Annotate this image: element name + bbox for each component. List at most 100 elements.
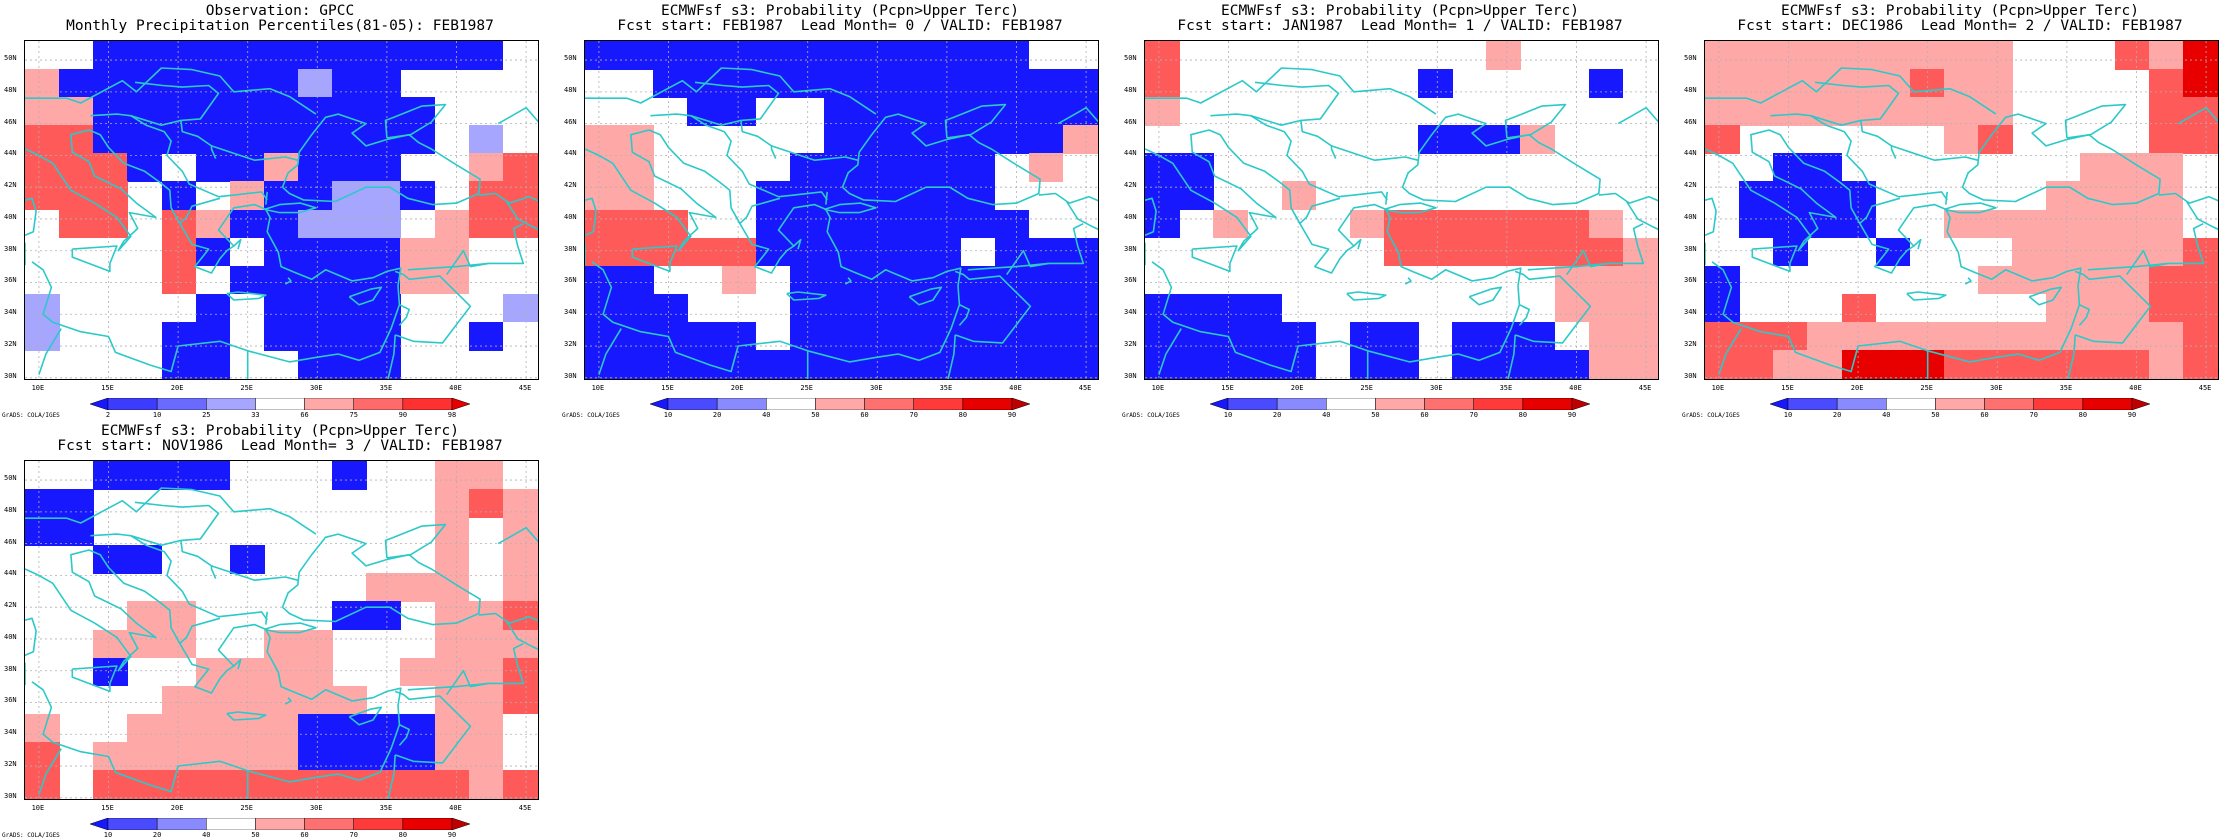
grid-cell xyxy=(994,41,1030,70)
map-area xyxy=(24,460,539,800)
grid-cell xyxy=(994,265,1030,295)
lat-label: 44N xyxy=(1684,149,1697,158)
grid-cell xyxy=(1062,265,1098,295)
grid-cell xyxy=(161,41,197,70)
lon-label: 20E xyxy=(170,384,184,392)
grid-cell xyxy=(2046,237,2082,267)
lon-label: 30E xyxy=(309,384,323,392)
grid-cell xyxy=(2114,209,2150,239)
grid-cell xyxy=(1773,153,1808,182)
grid-cell xyxy=(229,657,265,687)
grid-cell xyxy=(1554,265,1590,295)
lon-label: 40E xyxy=(449,384,462,392)
grid-cell xyxy=(59,153,94,182)
grid-cell xyxy=(1028,237,1064,267)
lat-label: 42N xyxy=(1684,181,1697,190)
grid-cell xyxy=(1062,293,1098,323)
colorbar-tick: 66 xyxy=(300,411,309,419)
grid-cell xyxy=(1486,237,1522,267)
grid-cell xyxy=(298,713,333,743)
grid-cell xyxy=(1978,349,2013,379)
grid-cell xyxy=(1520,237,1556,267)
grid-cell xyxy=(366,237,402,267)
panel-title: ECMWFsf s3: Probability (Pcpn>Upper Terc… xyxy=(661,3,1019,19)
grid-cell xyxy=(1978,209,2013,239)
grid-cell xyxy=(263,629,299,659)
panel-title: ECMWFsf s3: Probability (Pcpn>Upper Terc… xyxy=(101,423,459,439)
grid-cell xyxy=(1281,181,1317,211)
grid-cell xyxy=(298,209,333,239)
grid-cell xyxy=(619,293,654,323)
panel-title: Observation: GPCC xyxy=(205,3,355,19)
grid-cell xyxy=(434,573,470,602)
grid-cell xyxy=(332,713,367,743)
lon-label: 30E xyxy=(1989,384,2003,392)
grid-cell xyxy=(1841,293,1877,323)
lat-label: 38N xyxy=(564,244,577,253)
grid-cell xyxy=(332,237,367,267)
grid-cell xyxy=(263,769,299,799)
grid-cell xyxy=(823,97,859,126)
lat-label: 36N xyxy=(4,696,17,705)
grid-cell xyxy=(229,125,265,154)
grid-cell xyxy=(619,41,654,70)
grid-cell xyxy=(585,41,620,70)
grid-cell xyxy=(195,349,231,379)
grid-cell xyxy=(1028,97,1064,126)
grid-cell xyxy=(25,489,60,518)
lat-label: 34N xyxy=(4,308,17,317)
grid-cell xyxy=(1739,41,1774,70)
grid-cell xyxy=(127,97,163,126)
lon-label: 40E xyxy=(2129,384,2142,392)
grid-cell xyxy=(1452,209,1487,239)
colorbar xyxy=(650,398,1030,410)
grid-cell xyxy=(858,293,893,323)
colorbar-tick: 90 xyxy=(398,411,408,419)
grid-cell xyxy=(585,293,620,323)
grid-cell xyxy=(468,41,504,70)
colorbar-tick: 10 xyxy=(103,831,113,839)
grid-cell xyxy=(1145,293,1180,323)
grid-cell xyxy=(2114,41,2150,70)
grid-cell xyxy=(1807,41,1843,70)
grid-cell xyxy=(400,237,436,267)
lat-label: 30N xyxy=(1684,371,1697,380)
grid-cell xyxy=(926,125,962,154)
grid-cell xyxy=(755,349,791,379)
grid-cell xyxy=(366,125,402,154)
grid-cell xyxy=(1028,125,1064,154)
grid-cell xyxy=(161,713,197,743)
grid-cell xyxy=(2182,69,2218,98)
grid-cell xyxy=(960,265,996,295)
grid-cell xyxy=(1418,237,1453,267)
grid-cell xyxy=(502,769,538,799)
grid-cell xyxy=(789,209,825,239)
lat-label: 36N xyxy=(1684,276,1697,285)
grid-cell xyxy=(229,209,265,239)
lat-label: 34N xyxy=(564,308,577,317)
lat-label: 48N xyxy=(4,85,17,94)
grid-cell xyxy=(332,125,367,154)
grid-cell xyxy=(400,265,436,295)
grid-cell xyxy=(1807,97,1843,126)
grid-cell xyxy=(59,209,94,239)
grid-cell xyxy=(892,41,927,70)
lat-label: 30N xyxy=(4,371,17,380)
lat-label: 50N xyxy=(1684,54,1697,63)
grid-cell xyxy=(298,293,333,323)
panel-subtitle: Fcst start: FEB1987 Lead Month= 0 / VALI… xyxy=(617,18,1063,34)
grid-cell xyxy=(926,97,962,126)
lat-label: 34N xyxy=(1124,308,1137,317)
grid-cell xyxy=(1486,41,1522,70)
lon-label: 45E xyxy=(518,384,532,392)
grid-cell xyxy=(468,489,504,518)
grid-cell xyxy=(1705,125,1740,154)
lon-label: 20E xyxy=(1850,384,1864,392)
grid-cell xyxy=(195,713,231,743)
grid-cell xyxy=(468,461,504,490)
colorbar-tick: 40 xyxy=(762,411,771,419)
panel-subtitle: Fcst start: NOV1986 Lead Month= 3 / VALI… xyxy=(57,438,503,454)
colorbar-tick: 10 xyxy=(1783,411,1793,419)
lat-label: 48N xyxy=(4,505,17,514)
coastlines xyxy=(585,67,1098,379)
